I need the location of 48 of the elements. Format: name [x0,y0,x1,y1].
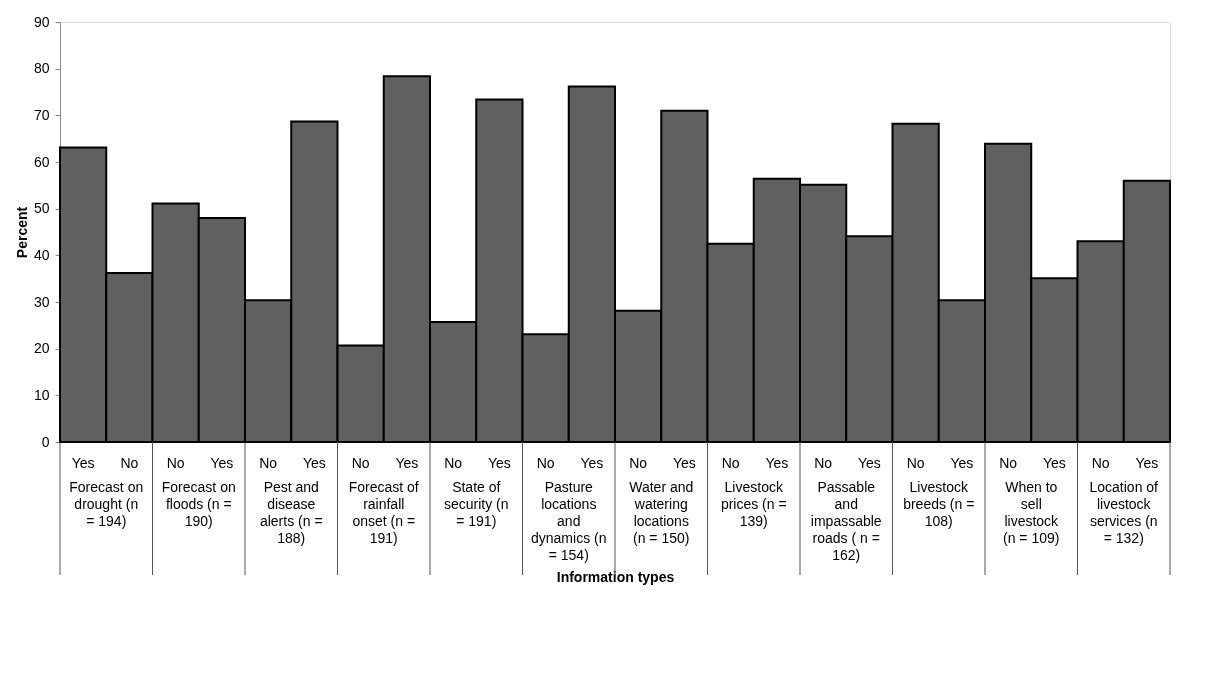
y-axis-title: Percent [13,206,30,259]
text: Location of livestock services (n = 132) [1089,478,1159,546]
y-tick-label: 0 [41,433,50,450]
x-tick-label: Yes [580,454,604,471]
y-tick-label: 50 [33,200,50,217]
y-tick-label: 20 [33,340,50,357]
text: When to sell livestock (n = 109) [1003,478,1060,546]
text: Livestock breeds (n = 108) [903,478,975,529]
x-tick-label: Yes [210,454,234,471]
x-tick-label: No [999,454,1018,471]
y-tick-label: 30 [33,293,50,310]
x-tick-label: No [814,454,833,471]
x-tick-label: No [629,454,648,471]
text: Forecast on floods (n = 190) [161,478,236,529]
text: State of security (n = 191) [443,478,509,529]
x-tick-label: Yes [395,454,419,471]
y-tick-label: 80 [33,60,50,77]
text: Information types [556,568,675,585]
text: Forecast of rainfall onset (n = 191) [348,478,419,546]
x-tick-label: Yes [487,454,511,471]
x-tick-label: No [120,454,139,471]
x-tick-label: No [444,454,463,471]
x-tick-label: Yes [765,454,789,471]
x-tick-label: Yes [302,454,326,471]
text: Forecast on drought (n = 194) [69,478,144,529]
text: Pasture locations and dynamics (n = 154) [531,478,607,563]
x-tick-label: No [536,454,555,471]
x-tick-label: No [259,454,278,471]
x-tick-label: Yes [1042,454,1066,471]
text: Livestock prices (n = 139) [720,478,787,529]
x-tick-label: Yes [857,454,881,471]
text: Passable and impassable roads ( n = 162) [810,478,882,563]
x-tick-label: No [906,454,925,471]
text: Water and watering locations (n = 150) [629,478,694,546]
y-tick-label: 40 [33,246,50,263]
y-tick-label: 70 [33,106,50,123]
x-tick-label: Yes [672,454,696,471]
y-tick-label: 10 [33,386,50,403]
y-tick-label: 90 [33,13,50,30]
x-tick-label: No [1091,454,1110,471]
x-tick-label: No [351,454,370,471]
text: Pest and disease alerts (n = 188) [259,478,323,546]
x-tick-label: No [166,454,185,471]
x-tick-label: Yes [71,454,95,471]
x-tick-label: Yes [950,454,974,471]
x-tick-label: No [721,454,740,471]
x-tick-label: Yes [1135,454,1159,471]
y-tick-label: 60 [33,153,50,170]
